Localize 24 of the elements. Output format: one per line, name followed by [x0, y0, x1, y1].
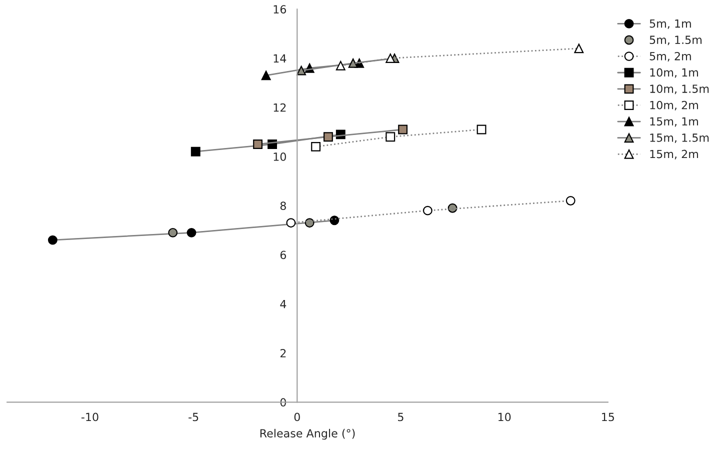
x-tick-label: 0	[294, 412, 300, 422]
legend-label: 5m, 2m	[650, 52, 691, 62]
y-tick-label: 10	[274, 152, 286, 161]
y-tick-label: 4	[280, 300, 286, 308]
y-tick-label: 12	[274, 103, 286, 112]
y-tick-label: 16	[274, 5, 286, 14]
y-tick-label: 8	[280, 202, 286, 210]
legend-label: 15m, 2m	[650, 150, 698, 160]
legend-label: 10m, 1m	[650, 68, 698, 78]
x-tick-label: -10	[81, 412, 98, 422]
y-tick-label: 14	[274, 54, 286, 62]
y-tick-label: 6	[280, 250, 286, 260]
x-tick-label: 10	[498, 412, 511, 422]
x-tick-label: -5	[188, 412, 198, 422]
legend-label: 15m, 1.5m	[650, 134, 709, 144]
legend-label: 5m, 1.5m	[650, 36, 702, 46]
legend-label: 10m, 2m	[650, 100, 698, 110]
x-tick-label: 5	[398, 412, 404, 422]
y-tick-label: 2	[280, 349, 286, 358]
legend-label: 15m, 1m	[650, 117, 698, 127]
legend-label: 10m, 1.5m	[650, 84, 709, 94]
x-axis-title: Release Angle (°)	[260, 428, 355, 440]
legend-label: 5m, 1m	[650, 19, 691, 29]
x-tick-label: 15	[602, 412, 614, 422]
